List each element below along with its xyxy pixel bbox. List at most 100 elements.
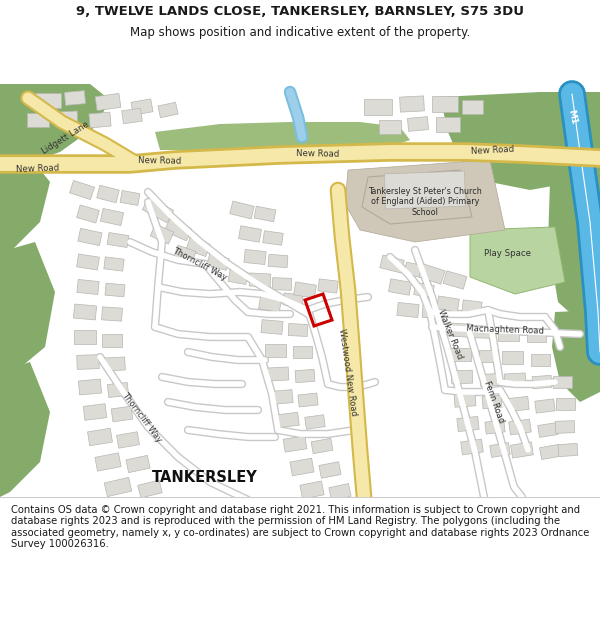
Bar (95, 93, 121, 111)
Bar (239, 226, 262, 242)
Bar (379, 120, 401, 134)
Text: Westwood New Road: Westwood New Road (337, 328, 359, 416)
Bar (472, 326, 492, 338)
Bar (142, 198, 173, 222)
Bar (131, 99, 153, 115)
Polygon shape (345, 160, 505, 242)
Bar (111, 406, 133, 422)
Bar (538, 422, 559, 437)
Bar (89, 112, 111, 128)
Bar (77, 254, 100, 270)
Bar (244, 249, 266, 264)
Bar (122, 108, 142, 124)
Polygon shape (0, 242, 55, 382)
Text: Walker Road: Walker Road (436, 308, 464, 360)
Polygon shape (0, 362, 50, 497)
Bar (70, 181, 94, 199)
Text: Thorncliff Way: Thorncliff Way (172, 246, 229, 282)
Polygon shape (0, 84, 110, 172)
Bar (305, 415, 325, 429)
Text: Contains OS data © Crown copyright and database right 2021. This information is : Contains OS data © Crown copyright and d… (11, 504, 589, 549)
Bar (485, 420, 505, 434)
Bar (461, 439, 484, 455)
Bar (539, 444, 560, 459)
Text: Fenn Road: Fenn Road (482, 380, 506, 424)
Text: New Road: New Road (296, 149, 340, 159)
Bar (101, 307, 122, 321)
Bar (436, 116, 460, 131)
Text: 9, TWELVE LANDS CLOSE, TANKERSLEY, BARNSLEY, S75 3DU: 9, TWELVE LANDS CLOSE, TANKERSLEY, BARNS… (76, 5, 524, 18)
Polygon shape (552, 310, 600, 402)
Bar (254, 206, 276, 222)
Text: New Road: New Road (16, 164, 60, 174)
Bar (174, 245, 196, 263)
Bar (228, 269, 248, 284)
Bar (83, 404, 107, 420)
Bar (530, 354, 550, 366)
Bar (532, 376, 552, 389)
Bar (462, 300, 482, 314)
Bar (454, 392, 476, 408)
Polygon shape (548, 172, 600, 322)
Text: Thorncliff Way: Thorncliff Way (121, 390, 164, 444)
Bar (527, 330, 545, 342)
Bar (553, 376, 571, 388)
Bar (397, 302, 419, 318)
Bar (77, 205, 100, 223)
Bar (509, 419, 532, 435)
Bar (74, 330, 96, 344)
Bar (558, 443, 578, 457)
Bar (277, 412, 299, 428)
Polygon shape (362, 170, 472, 224)
Bar (186, 238, 210, 257)
Bar (249, 273, 271, 287)
Bar (511, 442, 533, 458)
Bar (298, 393, 318, 407)
Bar (288, 324, 308, 336)
Bar (73, 304, 97, 320)
Bar (479, 350, 497, 362)
Bar (443, 271, 467, 289)
Bar (78, 228, 102, 246)
Bar (150, 224, 174, 244)
Bar (267, 367, 289, 381)
Text: TANKERSLEY: TANKERSLEY (152, 469, 258, 484)
Bar (329, 484, 351, 501)
Bar (97, 185, 119, 202)
Text: Tankersley St Peter's Church
of England (Aided) Primary
School: Tankersley St Peter's Church of England … (368, 187, 482, 217)
Bar (104, 257, 124, 271)
Bar (318, 279, 338, 293)
Bar (449, 348, 470, 361)
Bar (105, 283, 125, 297)
Bar (319, 462, 341, 478)
Bar (480, 374, 500, 386)
Bar (79, 379, 101, 395)
Bar (311, 438, 333, 454)
Bar (502, 351, 523, 364)
Bar (268, 254, 288, 268)
Polygon shape (0, 157, 50, 262)
Bar (64, 91, 86, 106)
Bar (290, 458, 314, 476)
Bar (107, 382, 128, 398)
Bar (77, 354, 99, 369)
Polygon shape (440, 92, 600, 190)
Bar (107, 232, 129, 248)
Bar (138, 480, 162, 498)
Bar (364, 99, 392, 115)
Bar (259, 296, 281, 312)
Bar (300, 481, 324, 499)
Bar (104, 478, 132, 497)
Bar (437, 296, 460, 312)
Bar (272, 278, 292, 291)
Text: Macnaghten Road: Macnaghten Road (466, 324, 544, 336)
Bar (293, 346, 311, 358)
Bar (207, 254, 229, 271)
Bar (385, 171, 466, 209)
Bar (35, 92, 61, 108)
Bar (400, 96, 424, 112)
Text: Map shows position and indicative extent of the property.: Map shows position and indicative extent… (130, 26, 470, 39)
Bar (507, 396, 529, 411)
Bar (293, 282, 316, 298)
Bar (295, 369, 315, 382)
